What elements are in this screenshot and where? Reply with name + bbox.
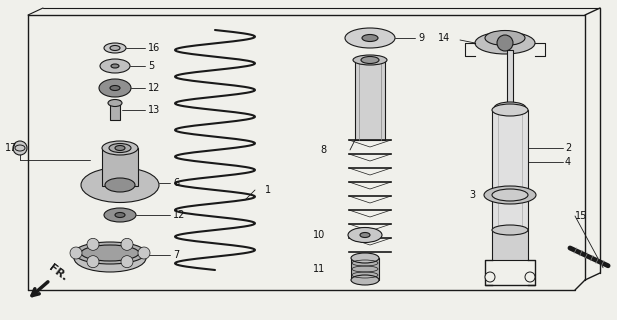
Ellipse shape <box>492 189 528 201</box>
Text: 1: 1 <box>265 185 271 195</box>
Circle shape <box>497 35 513 51</box>
Ellipse shape <box>475 32 535 54</box>
Text: 11: 11 <box>313 264 325 274</box>
Bar <box>110 100 120 120</box>
Ellipse shape <box>99 79 131 97</box>
Ellipse shape <box>351 275 379 285</box>
Text: 4: 4 <box>565 157 571 167</box>
Ellipse shape <box>361 57 379 63</box>
Text: FR.: FR. <box>47 263 69 283</box>
Bar <box>355 60 385 140</box>
Text: 8: 8 <box>320 145 326 155</box>
Text: 17: 17 <box>5 143 17 153</box>
Ellipse shape <box>492 104 528 116</box>
Ellipse shape <box>360 233 370 237</box>
Text: 15: 15 <box>575 211 587 221</box>
Text: 3: 3 <box>469 190 475 200</box>
Ellipse shape <box>102 141 138 155</box>
Text: 7: 7 <box>173 250 180 260</box>
Ellipse shape <box>485 30 525 45</box>
Bar <box>351 258 379 280</box>
Circle shape <box>485 272 495 282</box>
Text: 2: 2 <box>565 143 571 153</box>
Text: 13: 13 <box>148 105 160 115</box>
Text: 12: 12 <box>173 210 185 220</box>
Ellipse shape <box>81 167 159 203</box>
Ellipse shape <box>362 35 378 42</box>
Ellipse shape <box>105 178 135 192</box>
Bar <box>492 110 528 230</box>
Ellipse shape <box>81 245 139 261</box>
Ellipse shape <box>348 228 382 243</box>
Text: 5: 5 <box>148 61 154 71</box>
Ellipse shape <box>109 143 131 153</box>
Circle shape <box>525 272 535 282</box>
Bar <box>507 50 513 110</box>
Circle shape <box>138 247 150 259</box>
Ellipse shape <box>351 253 379 263</box>
Ellipse shape <box>104 43 126 53</box>
Ellipse shape <box>111 64 119 68</box>
Circle shape <box>121 238 133 250</box>
Ellipse shape <box>353 55 387 65</box>
Ellipse shape <box>110 85 120 91</box>
Ellipse shape <box>100 59 130 73</box>
Circle shape <box>87 238 99 250</box>
Ellipse shape <box>115 212 125 218</box>
Bar <box>102 148 138 186</box>
Text: 14: 14 <box>437 33 450 43</box>
Text: 6: 6 <box>173 178 179 188</box>
Bar <box>492 230 528 260</box>
Circle shape <box>70 247 82 259</box>
Ellipse shape <box>484 186 536 204</box>
Ellipse shape <box>74 242 146 264</box>
Circle shape <box>13 141 27 155</box>
Ellipse shape <box>494 102 526 114</box>
Ellipse shape <box>104 208 136 222</box>
Text: 9: 9 <box>418 33 424 43</box>
Text: 10: 10 <box>313 230 325 240</box>
Ellipse shape <box>110 45 120 51</box>
Ellipse shape <box>115 146 125 150</box>
Ellipse shape <box>492 225 528 235</box>
Text: 16: 16 <box>148 43 160 53</box>
Ellipse shape <box>108 100 122 107</box>
Ellipse shape <box>74 244 146 272</box>
Circle shape <box>87 256 99 268</box>
Ellipse shape <box>345 28 395 48</box>
Text: 12: 12 <box>148 83 160 93</box>
Circle shape <box>121 256 133 268</box>
